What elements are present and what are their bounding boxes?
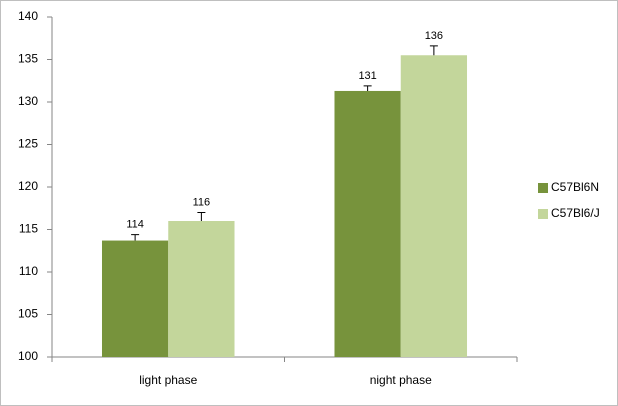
- bar: [400, 55, 468, 357]
- legend-label: C57Bl6N: [551, 180, 599, 194]
- bar: [168, 221, 235, 357]
- error-bar: [363, 85, 372, 91]
- y-tick-label: 105: [18, 307, 38, 321]
- y-tick-label: 110: [19, 264, 38, 278]
- y-tick-label: 120: [18, 179, 38, 193]
- error-bar: [131, 234, 140, 241]
- legend-label: C57Bl6/J: [551, 206, 600, 220]
- error-bar: [197, 212, 206, 221]
- value-label: 116: [193, 196, 211, 208]
- y-tick-label: 135: [18, 52, 38, 66]
- value-label: 114: [126, 219, 144, 231]
- y-tick-label: 130: [18, 94, 38, 108]
- legend-swatch: [538, 183, 548, 193]
- bar: [334, 90, 401, 357]
- bar: [101, 240, 169, 357]
- x-tick-label: night phase: [370, 373, 432, 387]
- y-tick-label: 115: [19, 222, 38, 236]
- value-label: 136: [425, 30, 443, 42]
- value-label: 131: [358, 70, 376, 82]
- x-tick-label: light phase: [139, 373, 197, 387]
- error-bar: [429, 45, 438, 56]
- y-tick-label: 140: [18, 9, 38, 23]
- y-tick-label: 125: [18, 137, 38, 151]
- legend-swatch: [538, 209, 548, 219]
- y-tick-label: 100: [18, 349, 38, 363]
